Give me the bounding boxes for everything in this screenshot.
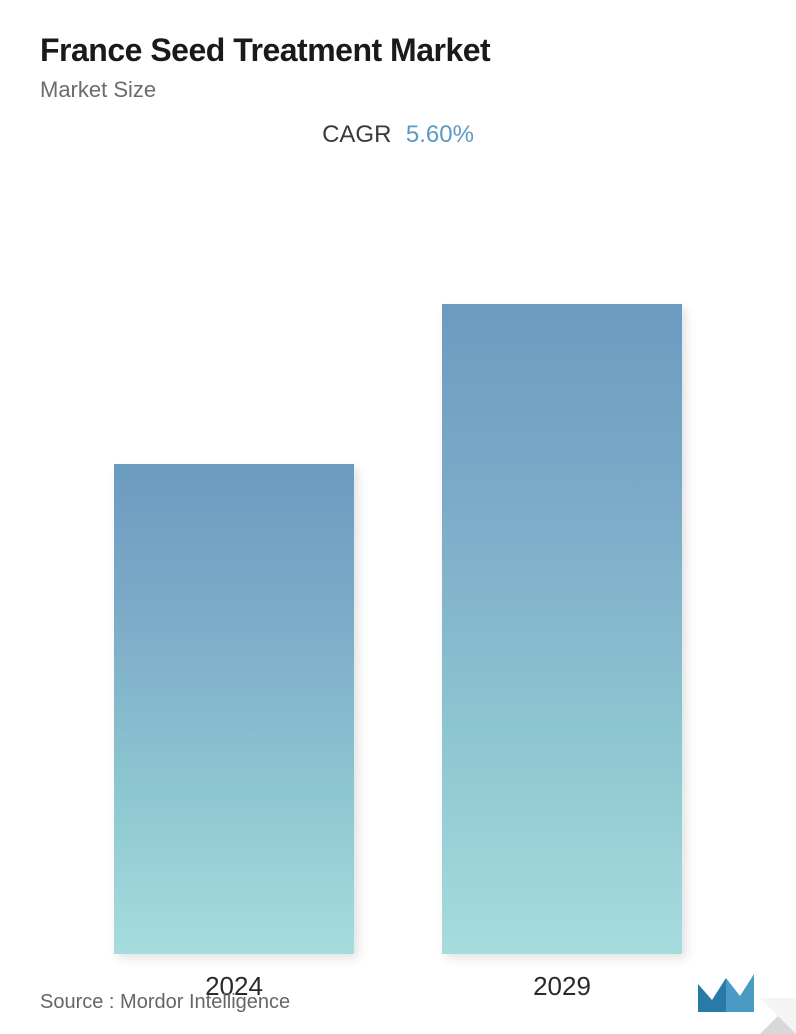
bar-group-2024: 2024 bbox=[114, 464, 354, 954]
cagr-label: CAGR bbox=[322, 121, 391, 148]
footer: Source : Mordor Intelligence bbox=[40, 970, 756, 1014]
source-label: Source : bbox=[40, 991, 114, 1013]
chart-area: 2024 2029 bbox=[40, 199, 756, 1014]
cagr-row: CAGR 5.60% bbox=[40, 121, 756, 149]
mordor-logo-icon bbox=[696, 970, 756, 1014]
source-name: Mordor Intelligence bbox=[120, 991, 290, 1013]
bar-2029 bbox=[442, 304, 682, 954]
corner-fold-icon bbox=[760, 998, 796, 1034]
chart-subtitle: Market Size bbox=[40, 77, 756, 103]
source-text: Source : Mordor Intelligence bbox=[40, 991, 290, 1014]
cagr-value: 5.60% bbox=[406, 121, 474, 148]
bar-group-2029: 2029 bbox=[442, 304, 682, 954]
bars-container: 2024 2029 bbox=[40, 284, 756, 954]
chart-title: France Seed Treatment Market bbox=[40, 32, 756, 69]
bar-2024 bbox=[114, 464, 354, 954]
chart-container: France Seed Treatment Market Market Size… bbox=[0, 0, 796, 1034]
